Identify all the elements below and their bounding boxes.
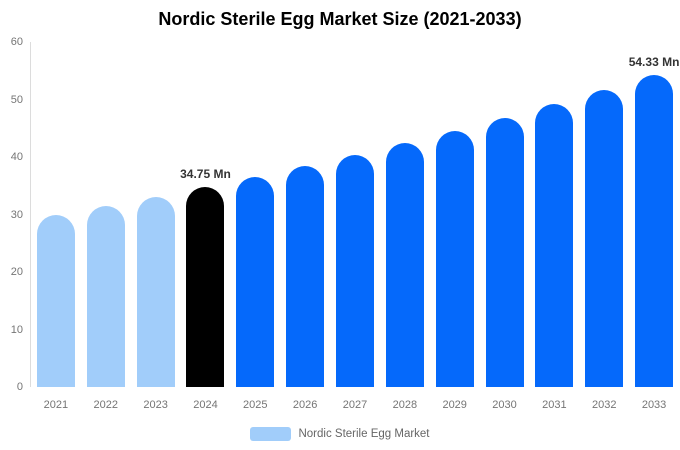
y-tick-label: 60 [10,36,23,48]
bar-value-label-2024: 34.75 Mn [180,167,231,182]
x-tick-label-2024: 2024 [193,399,218,411]
x-tick-label-2029: 2029 [442,399,467,411]
x-tick-label-2026: 2026 [292,399,318,411]
y-tick-label: 30 [10,208,23,221]
bar-2022[interactable] [86,205,125,387]
bar-2028[interactable] [385,143,424,387]
bar-2032[interactable] [585,89,624,387]
x-tick-label-2027: 2027 [342,399,368,411]
bar-2025[interactable] [236,177,275,387]
x-tick-label-2031: 2031 [542,399,567,411]
y-tick-label: 50 [10,93,23,106]
bar-2021[interactable] [36,215,75,387]
legend-label: Nordic Sterile Egg Market [298,428,430,440]
y-tick-label: 10 [10,323,23,336]
chart-title: Nordic Sterile Egg Market Size (2021-203… [158,9,522,29]
x-tick-label-2022: 2022 [93,399,119,411]
bar-2030[interactable] [485,117,524,387]
x-tick-label-2025: 2025 [243,399,268,411]
bar-2029[interactable] [435,131,474,387]
x-tick-label-2021: 2021 [43,399,69,411]
y-tick-label: 20 [10,266,23,278]
y-tick-label: 40 [10,151,23,163]
x-tick-label-2032: 2032 [591,399,617,411]
bar-2023[interactable] [136,196,175,387]
legend: Nordic Sterile Egg Market [0,427,680,441]
legend-swatch [250,427,292,441]
bar-2026[interactable] [286,166,325,387]
plot-area: 0 10 20 30 40 50 60 2021 2022 2023 2024 2025 2026 202… [11,36,680,411]
bar-2033[interactable] [635,74,674,387]
x-tick-label-2033: 2033 [641,399,667,411]
y-tick-label: 0 [16,381,23,393]
bar-value-label-2033: 54.33 Mn [628,54,680,69]
bar-2024[interactable] [186,187,225,387]
x-tick-label-2023: 2023 [143,399,168,411]
bar-2027[interactable] [336,155,374,387]
x-tick-label-2030: 2030 [492,399,517,411]
legend-item-nordic-sterile-egg-market[interactable]: Nordic Sterile Egg Market [250,427,430,441]
x-tick-label-2028: 2028 [392,399,418,411]
bar-2031[interactable] [535,104,574,387]
